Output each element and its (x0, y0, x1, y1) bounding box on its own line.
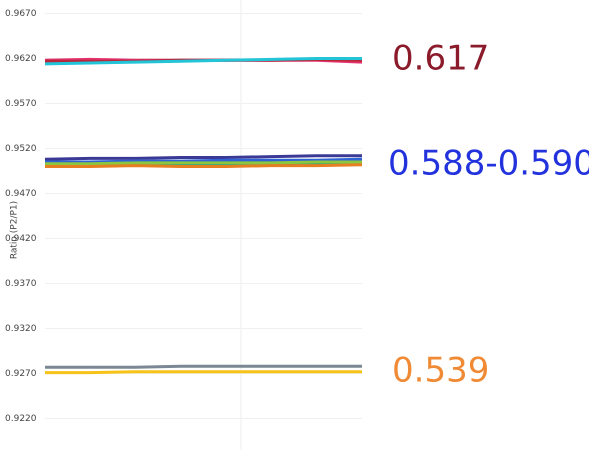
series-line (45, 163, 363, 168)
y-tick-label: 0.9520 (5, 144, 37, 154)
series-line (45, 157, 363, 164)
y-tick-label: 0.9620 (5, 54, 37, 64)
y-tick-label: 0.9470 (5, 189, 37, 199)
series-line (44, 154, 362, 161)
annotation: 0.588-0.590 (388, 144, 589, 184)
y-axis-label: Ratio (P2/P1) (10, 201, 20, 259)
y-tick-label: 0.9670 (5, 9, 37, 19)
series-line (45, 160, 362, 166)
series-line (45, 370, 362, 375)
y-tick-label: 0.9270 (5, 369, 37, 379)
y-tick-label: 0.9570 (5, 99, 37, 109)
annotation: 0.617 (392, 39, 489, 79)
y-tick-label: 0.9320 (5, 324, 37, 334)
series-line (44, 57, 362, 66)
y-tick-label: 0.9420 (5, 234, 37, 244)
annotation: 0.539 (392, 351, 489, 391)
y-tick-label: 0.9370 (5, 279, 37, 289)
y-tick-label: 0.9220 (5, 414, 37, 424)
series-line (45, 364, 362, 369)
